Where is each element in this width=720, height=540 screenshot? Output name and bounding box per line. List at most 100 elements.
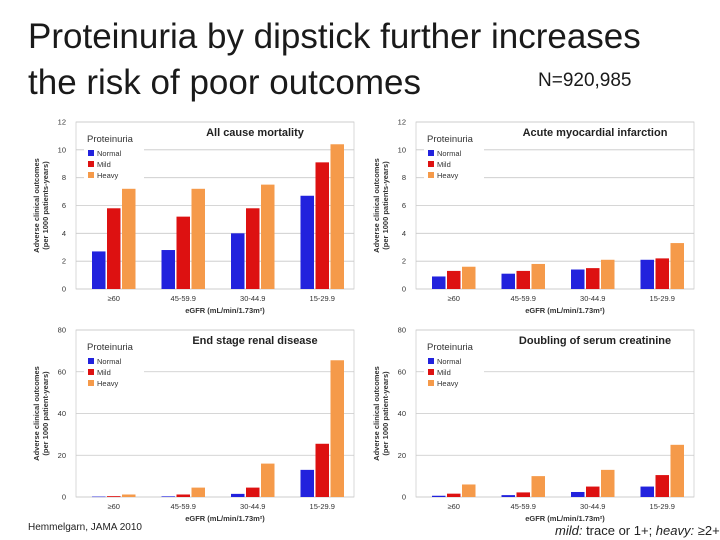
chart-acute-myocardial-infarction: 0 2 4 6 8 10 12 Adverse clinical outcomes(per 1… (362, 112, 702, 322)
bar-mild (447, 493, 461, 497)
chart-title: End stage renal disease (192, 335, 317, 347)
slide-title: Proteinuria by dipstick further increase… (28, 14, 641, 106)
footnote-mild-label: mild: (555, 523, 583, 538)
legend-swatch-heavy (88, 172, 94, 178)
y-axis-label-line1: Adverse clinical outcomes (372, 158, 381, 253)
x-tick-label: 45-59.9 (511, 294, 536, 303)
y-tick-label: 80 (398, 326, 406, 335)
bar-normal (161, 250, 175, 289)
x-tick-label: 15-29.9 (310, 294, 335, 303)
chart-svg: 0 2 4 6 8 10 12 Adverse clinical outcomes(per 1… (372, 118, 695, 315)
x-axis-label: eGFR (mL/min/1.73m²) (525, 306, 605, 315)
bar-mild (315, 162, 329, 289)
footnote-mild-value: trace or 1+; (582, 523, 656, 538)
y-tick-label: 0 (62, 493, 66, 502)
x-tick-label: ≥60 (108, 294, 120, 303)
y-tick-label: 8 (402, 173, 406, 182)
y-tick-label: 80 (58, 326, 66, 335)
chart-title: Doubling of serum creatinine (519, 335, 671, 347)
legend-label-normal: Normal (437, 357, 462, 366)
bar-heavy (191, 487, 205, 497)
legend-label-normal: Normal (437, 149, 462, 158)
y-axis-label-line2: (per 1000 patients-years) (381, 161, 390, 250)
legend-swatch-mild (88, 369, 94, 375)
legend-swatch-normal (428, 358, 434, 364)
bar-heavy (531, 476, 545, 497)
legend-label-mild: Mild (437, 368, 451, 377)
chart-title: All cause mortality (206, 127, 305, 139)
y-axis-label-line1: Adverse clinical outcomes (32, 366, 41, 461)
y-tick-label: 0 (62, 285, 66, 294)
bar-mild (246, 208, 260, 289)
legend-title: Proteinuria (427, 342, 474, 353)
legend-swatch-heavy (428, 380, 434, 386)
chart-all-cause-mortality: 0 2 4 6 8 10 12 Adverse clinical outcomes(per 1… (22, 112, 362, 322)
citation: Hemmelgarn, JAMA 2010 (28, 522, 142, 533)
bar-mild (516, 270, 530, 289)
bar-heavy (330, 144, 344, 289)
bar-mild (516, 492, 530, 497)
bar-mild (176, 494, 190, 497)
legend-label-normal: Normal (97, 149, 122, 158)
legend-label-mild: Mild (97, 160, 111, 169)
legend-label-heavy: Heavy (97, 379, 119, 388)
x-tick-label: 30-44.9 (240, 502, 265, 511)
bar-heavy (122, 188, 136, 289)
x-tick-label: 45-59.9 (511, 502, 536, 511)
legend-swatch-mild (88, 161, 94, 167)
x-tick-label: 30-44.9 (580, 502, 605, 511)
y-tick-label: 2 (402, 257, 406, 266)
chart-doubling-serum-creatinine: 0 20 40 60 80 Adverse clinical outcomes(per 1… (362, 320, 702, 530)
y-tick-label: 10 (398, 145, 406, 154)
x-tick-label: 15-29.9 (310, 502, 335, 511)
y-tick-label: 12 (398, 118, 406, 127)
y-axis-label-line1: Adverse clinical outcomes (372, 366, 381, 461)
bar-normal (571, 269, 585, 289)
y-axis-label-line2: (per 1000 patient-years) (41, 371, 50, 456)
bar-normal (161, 496, 175, 497)
y-tick-label: 40 (58, 409, 66, 418)
bar-heavy (122, 494, 136, 497)
bar-normal (92, 251, 106, 289)
chart-svg: 0 2 4 6 8 10 12 Adverse clinical outcomes(per 1… (32, 118, 355, 315)
footnote: mild: trace or 1+; heavy: ≥2+ (555, 523, 720, 538)
legend-title: Proteinuria (427, 134, 474, 145)
y-tick-label: 60 (58, 367, 66, 376)
bar-normal (432, 276, 446, 289)
bar-mild (586, 486, 600, 497)
x-tick-label: 15-29.9 (650, 294, 675, 303)
y-tick-label: 12 (58, 118, 66, 127)
bar-heavy (191, 188, 205, 289)
bar-heavy (670, 243, 684, 289)
x-axis-label: eGFR (mL/min/1.73m²) (185, 514, 265, 523)
bar-heavy (531, 263, 545, 289)
y-tick-label: 6 (402, 201, 406, 210)
y-axis-label-line2: (per 1000 patient-years) (381, 371, 390, 456)
y-tick-label: 0 (402, 493, 406, 502)
x-tick-label: 15-29.9 (650, 502, 675, 511)
x-tick-label: ≥60 (108, 502, 120, 511)
y-tick-label: 20 (398, 451, 406, 460)
bar-mild (107, 208, 121, 289)
legend-swatch-heavy (88, 380, 94, 386)
chart-end-stage-renal-disease: 0 20 40 60 80 Adverse clinical outcomes(per 1… (22, 320, 362, 530)
chart-svg: 0 20 40 60 80 Adverse clinical outcomes(per 1… (32, 326, 355, 523)
slide-title-line2: the risk of poor outcomes (28, 63, 421, 102)
legend-swatch-normal (88, 358, 94, 364)
y-axis-label-line1: Adverse clinical outcomes (32, 158, 41, 253)
bar-mild (107, 496, 121, 497)
legend-label-mild: Mild (437, 160, 451, 169)
bar-mild (447, 270, 461, 289)
y-axis-label: Adverse clinical outcomes(per 1000 patie… (32, 158, 50, 253)
y-tick-label: 8 (62, 173, 66, 182)
footnote-heavy-label: heavy: (655, 523, 695, 538)
bar-mild (315, 443, 329, 497)
y-tick-label: 20 (58, 451, 66, 460)
bar-heavy (462, 266, 476, 289)
bar-heavy (462, 484, 476, 497)
bar-mild (655, 475, 669, 497)
x-tick-label: 30-44.9 (580, 294, 605, 303)
bar-normal (640, 259, 654, 289)
bar-normal (501, 495, 515, 497)
chart-title: Acute myocardial infarction (523, 127, 668, 139)
